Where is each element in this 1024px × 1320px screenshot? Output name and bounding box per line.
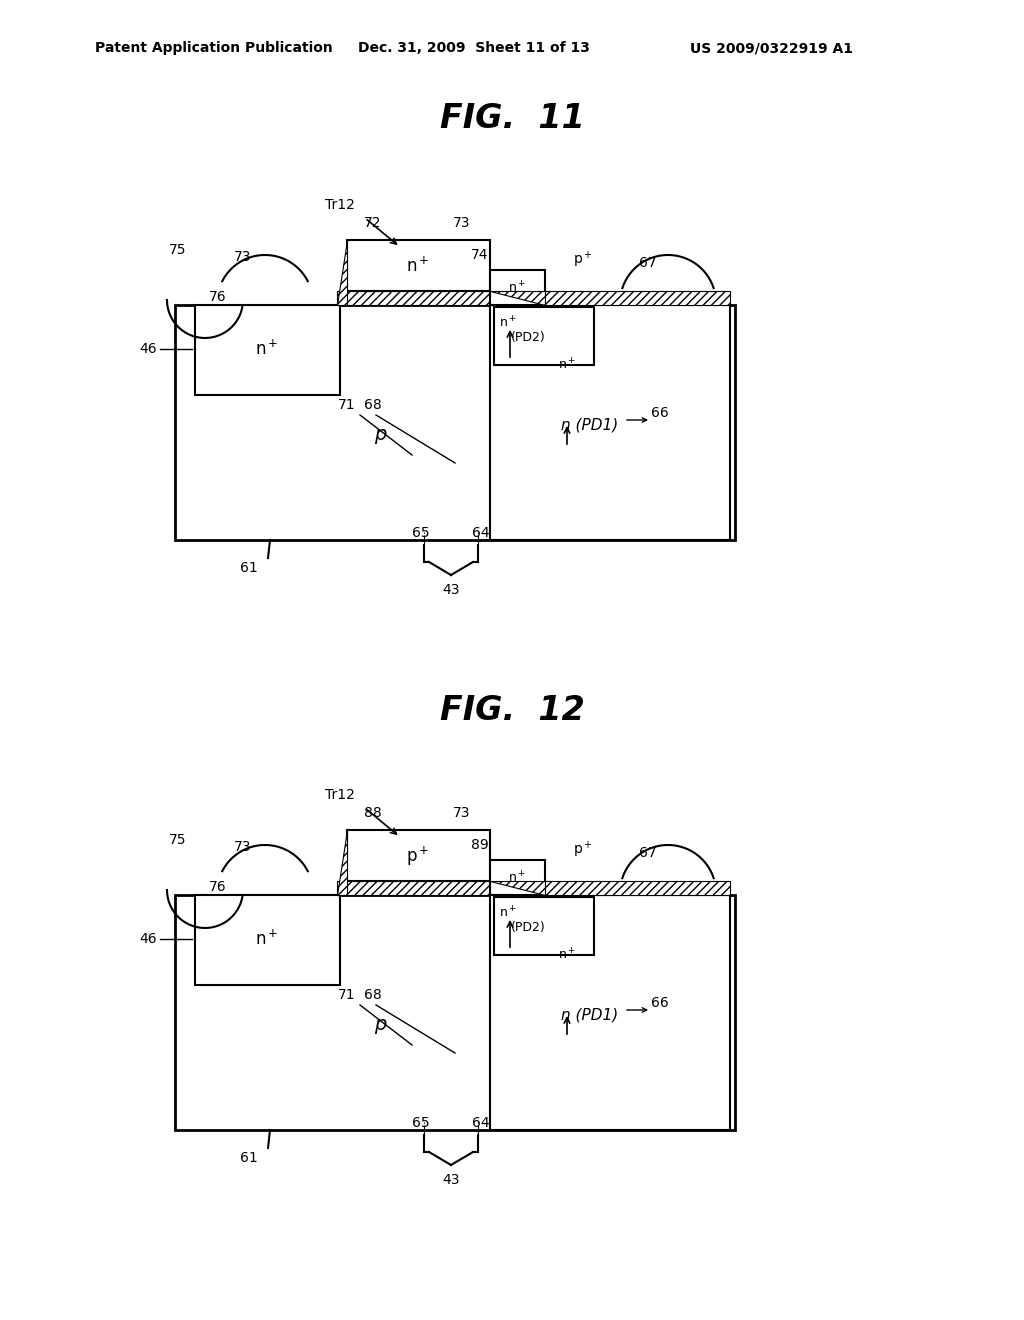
- Text: 66: 66: [651, 997, 669, 1010]
- Bar: [175, 895, 735, 1130]
- Text: 61: 61: [240, 561, 258, 576]
- Text: n (PD1): n (PD1): [561, 1007, 618, 1023]
- Text: 43: 43: [442, 583, 460, 597]
- Text: 88: 88: [365, 807, 382, 820]
- Text: p$^+$: p$^+$: [573, 249, 593, 271]
- Bar: [175, 305, 735, 540]
- Text: n (PD1): n (PD1): [561, 417, 618, 433]
- Text: 73: 73: [454, 216, 471, 230]
- Bar: [490, 895, 730, 1130]
- Bar: [490, 271, 545, 305]
- Bar: [545, 290, 730, 305]
- Polygon shape: [337, 830, 347, 895]
- Bar: [490, 861, 545, 895]
- Text: 73: 73: [454, 807, 471, 820]
- Text: n$^+$: n$^+$: [508, 280, 526, 296]
- Polygon shape: [337, 240, 347, 305]
- Bar: [494, 898, 594, 954]
- Text: 65: 65: [413, 1115, 430, 1130]
- Bar: [347, 830, 490, 880]
- Bar: [195, 895, 340, 985]
- Text: Patent Application Publication: Patent Application Publication: [95, 41, 333, 55]
- Bar: [490, 305, 730, 540]
- Text: 76: 76: [209, 290, 226, 304]
- Text: 73: 73: [234, 249, 252, 264]
- Text: 68: 68: [365, 399, 382, 412]
- Text: Dec. 31, 2009  Sheet 11 of 13: Dec. 31, 2009 Sheet 11 of 13: [358, 41, 590, 55]
- Bar: [195, 305, 340, 395]
- Text: n$^+$: n$^+$: [499, 906, 517, 920]
- Text: 71: 71: [338, 987, 355, 1002]
- Text: (PD2): (PD2): [511, 330, 546, 343]
- Text: 73: 73: [234, 840, 252, 854]
- Text: 64: 64: [472, 1115, 489, 1130]
- Text: 75: 75: [169, 833, 186, 847]
- Text: n$^+$: n$^+$: [407, 256, 430, 276]
- Bar: [337, 290, 550, 305]
- Bar: [337, 880, 550, 895]
- Bar: [494, 308, 594, 366]
- Text: FIG.  11: FIG. 11: [439, 102, 585, 135]
- Polygon shape: [490, 290, 545, 305]
- Text: 72: 72: [365, 216, 382, 230]
- Text: 67: 67: [639, 256, 656, 271]
- Text: 71: 71: [338, 399, 355, 412]
- Text: n$^+$: n$^+$: [255, 339, 279, 359]
- Text: Tr12: Tr12: [325, 788, 355, 803]
- Text: 68: 68: [365, 987, 382, 1002]
- Text: 75: 75: [169, 243, 186, 257]
- Text: n$^+$: n$^+$: [499, 315, 517, 330]
- Text: 64: 64: [472, 525, 489, 540]
- Text: 67: 67: [639, 846, 656, 861]
- Text: 46: 46: [139, 342, 157, 356]
- Text: n$^+$: n$^+$: [558, 948, 577, 962]
- Text: p$^+$: p$^+$: [573, 840, 593, 861]
- Text: 61: 61: [240, 1151, 258, 1166]
- Text: 66: 66: [651, 407, 669, 420]
- Text: p: p: [374, 1015, 386, 1035]
- Text: US 2009/0322919 A1: US 2009/0322919 A1: [690, 41, 853, 55]
- Text: p$^+$: p$^+$: [407, 845, 430, 867]
- Text: n$^+$: n$^+$: [255, 929, 279, 949]
- Text: 76: 76: [209, 880, 226, 894]
- Text: 43: 43: [442, 1173, 460, 1187]
- Text: 74: 74: [471, 248, 488, 261]
- Text: 65: 65: [413, 525, 430, 540]
- Text: n$^+$: n$^+$: [508, 870, 526, 886]
- Text: (PD2): (PD2): [511, 920, 546, 933]
- Polygon shape: [490, 880, 545, 895]
- Bar: [347, 240, 490, 290]
- Text: 89: 89: [471, 838, 488, 851]
- Text: p: p: [374, 425, 386, 445]
- Text: FIG.  12: FIG. 12: [439, 693, 585, 726]
- Text: 46: 46: [139, 932, 157, 946]
- Text: n$^+$: n$^+$: [558, 358, 577, 372]
- Bar: [545, 880, 730, 895]
- Text: Tr12: Tr12: [325, 198, 355, 213]
